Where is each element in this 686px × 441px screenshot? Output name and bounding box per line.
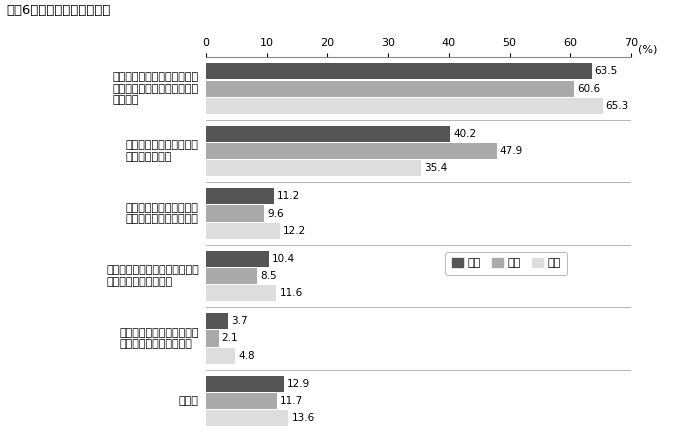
Text: (%): (%) <box>638 45 657 55</box>
Bar <box>206 81 574 97</box>
Text: 10.4: 10.4 <box>272 254 295 264</box>
Text: 8.5: 8.5 <box>261 271 277 281</box>
Bar <box>206 206 264 221</box>
Text: 12.9: 12.9 <box>287 378 311 389</box>
Bar <box>206 393 277 409</box>
Text: 11.7: 11.7 <box>280 396 303 406</box>
Text: 3.7: 3.7 <box>231 316 248 326</box>
Bar <box>206 285 276 302</box>
Bar <box>206 268 257 284</box>
Bar <box>206 313 228 329</box>
Text: 11.6: 11.6 <box>279 288 303 299</box>
Text: 13.6: 13.6 <box>292 413 315 423</box>
Bar <box>206 330 219 347</box>
Legend: 全体, 男性, 女性: 全体, 男性, 女性 <box>445 252 567 275</box>
Text: 9.6: 9.6 <box>267 209 284 219</box>
Bar <box>206 143 497 159</box>
Text: 63.5: 63.5 <box>595 66 618 76</box>
Bar <box>206 375 284 392</box>
Bar <box>206 98 602 114</box>
Bar <box>206 161 421 176</box>
Text: 65.3: 65.3 <box>606 101 629 111</box>
Bar <box>206 223 280 239</box>
Bar <box>206 63 591 79</box>
Text: 図表6　接種したくない理由: 図表6 接種したくない理由 <box>7 4 111 17</box>
Text: 40.2: 40.2 <box>453 129 476 138</box>
Text: 12.2: 12.2 <box>283 226 306 236</box>
Bar <box>206 348 235 364</box>
Bar <box>206 410 288 426</box>
Text: 60.6: 60.6 <box>577 83 600 93</box>
Bar <box>206 126 450 142</box>
Bar <box>206 250 269 267</box>
Text: 35.4: 35.4 <box>424 164 447 173</box>
Text: 47.9: 47.9 <box>500 146 523 156</box>
Text: 2.1: 2.1 <box>222 333 238 344</box>
Text: 4.8: 4.8 <box>238 351 255 361</box>
Text: 11.2: 11.2 <box>277 191 300 201</box>
Bar <box>206 188 274 204</box>
